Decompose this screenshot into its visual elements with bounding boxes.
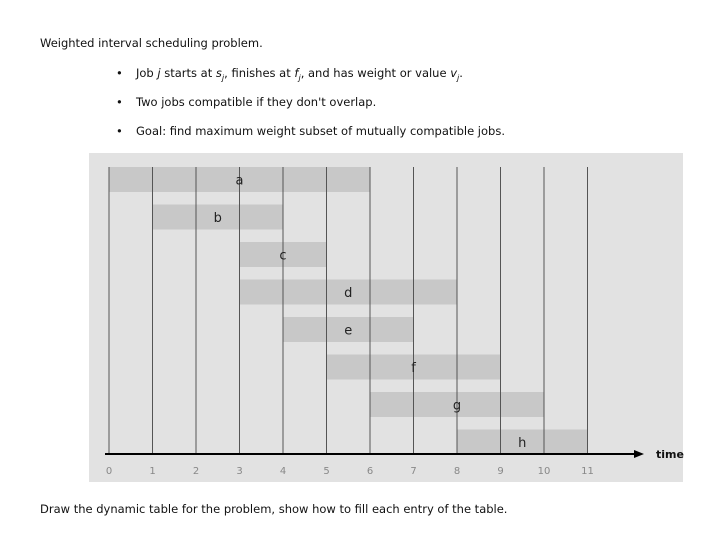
time-axis-arrow-icon [634, 450, 644, 458]
job-bar-e [283, 317, 414, 342]
job-label-f: f [411, 361, 416, 376]
bullet-icon: • [116, 95, 123, 109]
page-heading: Weighted interval scheduling problem. [40, 36, 263, 50]
job-bar-d [239, 279, 457, 305]
x-tick-label: 11 [581, 466, 594, 477]
x-tick-label: 0 [106, 466, 112, 477]
x-tick-label: 10 [538, 466, 551, 477]
x-tick-label: 9 [497, 466, 503, 477]
job-label-h: h [518, 436, 526, 451]
x-tick-label: 4 [280, 466, 286, 477]
job-bar-b [152, 204, 283, 230]
bullet-text: Job j starts at sj, finishes at fj, and … [136, 66, 463, 83]
bullet-icon: • [116, 66, 123, 80]
job-bar-h [457, 429, 588, 455]
x-axis-label: time [656, 448, 684, 461]
x-tick-label: 8 [454, 466, 460, 477]
x-tick-label: 7 [410, 466, 416, 477]
bullet-text: Goal: find maximum weight subset of mutu… [136, 124, 505, 138]
bullet-text: Two jobs compatible if they don't overla… [136, 95, 377, 109]
page-footer: Draw the dynamic table for the problem, … [40, 502, 508, 516]
job-label-e: e [344, 324, 352, 339]
job-label-c: c [279, 249, 286, 264]
job-label-d: d [344, 286, 352, 301]
job-label-g: g [453, 399, 461, 414]
x-tick-label: 5 [323, 466, 329, 477]
job-label-b: b [214, 211, 222, 226]
x-tick-label: 6 [367, 466, 373, 477]
x-tick-label: 1 [149, 466, 155, 477]
x-tick-label: 3 [236, 466, 242, 477]
bullet-icon: • [116, 124, 123, 138]
job-label-a: a [236, 174, 244, 189]
x-tick-label: 2 [193, 466, 199, 477]
